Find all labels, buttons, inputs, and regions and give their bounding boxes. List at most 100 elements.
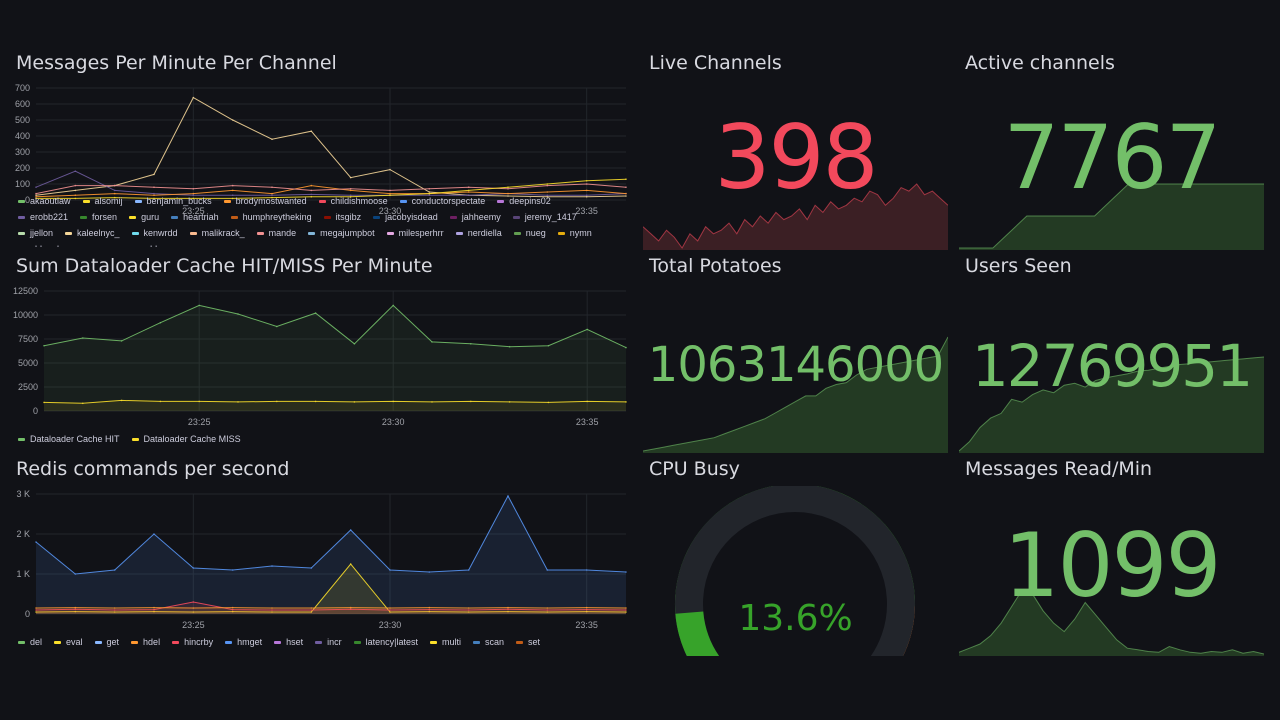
legend-swatch: [94, 640, 102, 644]
data-point: [192, 188, 195, 190]
legend-item[interactable]: nymn: [557, 227, 592, 239]
series-line: [35, 170, 627, 196]
total-potatoes-sparkline: [643, 336, 948, 453]
data-point: [585, 196, 588, 198]
legend-item[interactable]: alsomij: [82, 195, 123, 207]
series-line: [35, 185, 627, 198]
redis-chart[interactable]: 3 K 2 K 1 K 0 23:25 23:30 23:35: [10, 488, 630, 636]
data-point: [625, 607, 627, 609]
legend-label: nueg: [525, 228, 546, 238]
legend-item[interactable]: kaleelnyc_: [65, 227, 120, 239]
legend-item[interactable]: malikrack_: [189, 227, 245, 239]
legend-item[interactable]: childishmoose: [318, 195, 388, 207]
legend-item[interactable]: hdel: [131, 636, 160, 648]
legend-item[interactable]: ttl: [87, 652, 106, 653]
legend-item[interactable]: kenwrdd: [131, 227, 178, 239]
data-point: [428, 610, 431, 613]
data-point: [428, 194, 431, 196]
x-tick-label: 23:30: [382, 417, 405, 427]
legend-item[interactable]: jacobyisdead: [373, 211, 438, 223]
legend-item[interactable]: set: [516, 636, 540, 648]
legend-item[interactable]: forsen: [80, 211, 117, 223]
legend-item[interactable]: latency|latest: [353, 636, 418, 648]
legend-item[interactable]: megajumpbot: [308, 227, 375, 239]
legend-item[interactable]: scan: [473, 636, 504, 648]
legend-item[interactable]: pourmenumbb: [90, 243, 160, 247]
legend-item[interactable]: akaoutlaw: [18, 195, 71, 207]
data-point: [507, 610, 509, 613]
legend-item[interactable]: multi: [430, 636, 461, 648]
data-point: [546, 609, 549, 611]
x-tick-label: 23:25: [182, 620, 205, 630]
data-point: [231, 119, 234, 121]
legend-item[interactable]: get: [94, 636, 119, 648]
legend-item[interactable]: ohkaydxnce: [18, 243, 78, 247]
legend-item[interactable]: hset: [274, 636, 303, 648]
y-tick-label: 600: [15, 99, 30, 109]
data-point: [546, 196, 549, 198]
legend-item[interactable]: erobb221: [18, 211, 68, 223]
legend-item[interactable]: milesperhrr: [386, 227, 444, 239]
data-point: [310, 609, 313, 611]
y-tick-label: 12500: [13, 286, 38, 296]
data-point: [153, 533, 155, 535]
data-point: [43, 401, 45, 404]
data-point: [153, 608, 155, 611]
legend-item[interactable]: hmget: [225, 636, 262, 648]
data-point: [431, 401, 433, 403]
cache-chart[interactable]: 12500 10000 7500 5000 2500 0 23:25 23:30 23:35: [10, 285, 630, 433]
legend-swatch: [18, 437, 25, 441]
legend-swatch: [230, 215, 238, 219]
data-point: [310, 189, 313, 192]
legend-item[interactable]: incr: [315, 636, 342, 648]
data-point: [392, 400, 395, 403]
legend-item[interactable]: mande: [256, 227, 296, 239]
legend-item[interactable]: nerdiella: [455, 227, 502, 239]
legend-item[interactable]: jahheemy: [449, 211, 501, 223]
messages-chart[interactable]: 700 600 500 400 300 200 100 0 23:25 23:30 23:35: [10, 82, 630, 220]
legend-item[interactable]: deepins02: [497, 195, 551, 207]
live-channels-panel: Live Channels 398: [643, 52, 948, 250]
legend-label: alsomij: [94, 196, 123, 206]
data-point: [625, 401, 627, 403]
x-tick-label: 23:35: [575, 206, 598, 216]
legend-item[interactable]: del: [18, 636, 42, 648]
legend-item[interactable]: itsgibz: [323, 211, 362, 223]
legend-item[interactable]: guru: [129, 211, 159, 223]
legend-item[interactable]: hincrby: [172, 636, 213, 648]
legend-item[interactable]: brodymostwanted: [223, 195, 307, 207]
legend-label: deepins02: [509, 196, 551, 206]
legend-label: jahheemy: [461, 212, 501, 222]
sparkline-line: [643, 336, 948, 452]
sparkline-line: [959, 183, 1264, 249]
legend-item[interactable]: heartriah: [171, 211, 219, 223]
legend-item[interactable]: slowlog|get: [18, 652, 75, 653]
users-seen-sparkline: [959, 356, 1264, 453]
panel-title: Sum Dataloader Cache HIT/MISS Per Minute: [16, 255, 433, 277]
x-tick-label: 23:25: [182, 206, 205, 216]
data-point: [585, 569, 588, 571]
data-point: [349, 196, 352, 198]
legend-item[interactable]: nueg: [513, 227, 546, 239]
data-point: [389, 168, 391, 171]
data-point: [349, 176, 352, 179]
legend-item[interactable]: Dataloader Cache HIT: [18, 433, 120, 445]
legend-label: itsgibz: [335, 212, 362, 222]
data-point: [507, 195, 509, 197]
legend-item[interactable]: humphreytheking: [230, 211, 312, 223]
legend-swatch: [225, 640, 233, 644]
legend-item[interactable]: benjamin_bucks: [134, 195, 212, 207]
live-channels-sparkline: [643, 183, 948, 250]
legend-item[interactable]: jeremy_1417: [512, 211, 577, 223]
data-point: [546, 607, 549, 609]
data-point: [271, 565, 273, 567]
y-tick-label: 0: [33, 406, 38, 416]
legend-swatch: [82, 199, 90, 203]
data-point: [231, 569, 234, 571]
legend-item[interactable]: Dataloader Cache MISS: [131, 433, 241, 445]
legend-swatch: [449, 215, 457, 219]
legend-item[interactable]: eval: [54, 636, 83, 648]
legend-item[interactable]: jjellon: [18, 227, 53, 239]
legend-item[interactable]: conductorspectate: [399, 195, 485, 207]
data-point: [586, 400, 588, 403]
